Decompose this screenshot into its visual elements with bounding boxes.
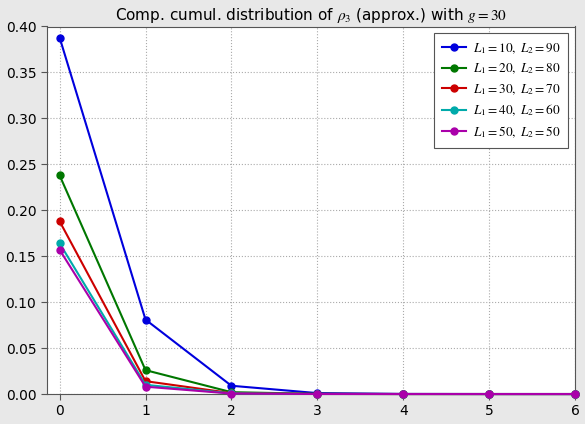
$L_1=40,\ L_2=60$ [142, 382, 149, 388]
$L_1=50,\ L_2=50$ [228, 391, 235, 396]
Line: $L_1=40,\ L_2=60$: $L_1=40,\ L_2=60$ [56, 240, 579, 397]
$L_1=40,\ L_2=60$ [56, 241, 63, 246]
Line: $L_1=10,\ L_2=90$: $L_1=10,\ L_2=90$ [56, 34, 579, 397]
$L_1=10,\ L_2=90$ [486, 391, 493, 396]
$L_1=30,\ L_2=70$ [314, 391, 321, 396]
$L_1=20,\ L_2=80$ [400, 391, 407, 396]
$L_1=50,\ L_2=50$ [56, 247, 63, 252]
$L_1=30,\ L_2=70$ [572, 391, 579, 396]
$L_1=20,\ L_2=80$ [486, 391, 493, 396]
$L_1=40,\ L_2=60$ [572, 391, 579, 396]
$L_1=30,\ L_2=70$ [400, 391, 407, 396]
Line: $L_1=20,\ L_2=80$: $L_1=20,\ L_2=80$ [56, 172, 579, 397]
Legend: $L_1=10,\ L_2=90$, $L_1=20,\ L_2=80$, $L_1=30,\ L_2=70$, $L_1=40,\ L_2=60$, $L_1: $L_1=10,\ L_2=90$, $L_1=20,\ L_2=80$, $L… [435, 33, 569, 148]
Title: Comp. cumul. distribution of $\rho_3$ (approx.) with $g=30$: Comp. cumul. distribution of $\rho_3$ (a… [115, 6, 507, 25]
$L_1=10,\ L_2=90$ [314, 391, 321, 396]
$L_1=10,\ L_2=90$ [400, 391, 407, 396]
$L_1=50,\ L_2=50$ [400, 391, 407, 396]
Line: $L_1=30,\ L_2=70$: $L_1=30,\ L_2=70$ [56, 218, 579, 397]
Line: $L_1=50,\ L_2=50$: $L_1=50,\ L_2=50$ [56, 246, 579, 397]
$L_1=40,\ L_2=60$ [228, 391, 235, 396]
$L_1=10,\ L_2=90$ [142, 317, 149, 322]
$L_1=30,\ L_2=70$ [142, 379, 149, 384]
$L_1=40,\ L_2=60$ [486, 391, 493, 396]
$L_1=50,\ L_2=50$ [486, 391, 493, 396]
$L_1=50,\ L_2=50$ [572, 391, 579, 396]
$L_1=20,\ L_2=80$ [572, 391, 579, 396]
$L_1=20,\ L_2=80$ [142, 368, 149, 373]
$L_1=30,\ L_2=70$ [228, 391, 235, 396]
$L_1=20,\ L_2=80$ [56, 173, 63, 178]
$L_1=50,\ L_2=50$ [142, 384, 149, 389]
$L_1=20,\ L_2=80$ [314, 391, 321, 396]
$L_1=40,\ L_2=60$ [314, 391, 321, 396]
$L_1=10,\ L_2=90$ [572, 391, 579, 396]
$L_1=10,\ L_2=90$ [56, 35, 63, 40]
$L_1=10,\ L_2=90$ [228, 383, 235, 388]
$L_1=40,\ L_2=60$ [400, 391, 407, 396]
$L_1=30,\ L_2=70$ [56, 219, 63, 224]
$L_1=50,\ L_2=50$ [314, 391, 321, 396]
$L_1=30,\ L_2=70$ [486, 391, 493, 396]
$L_1=20,\ L_2=80$ [228, 390, 235, 395]
